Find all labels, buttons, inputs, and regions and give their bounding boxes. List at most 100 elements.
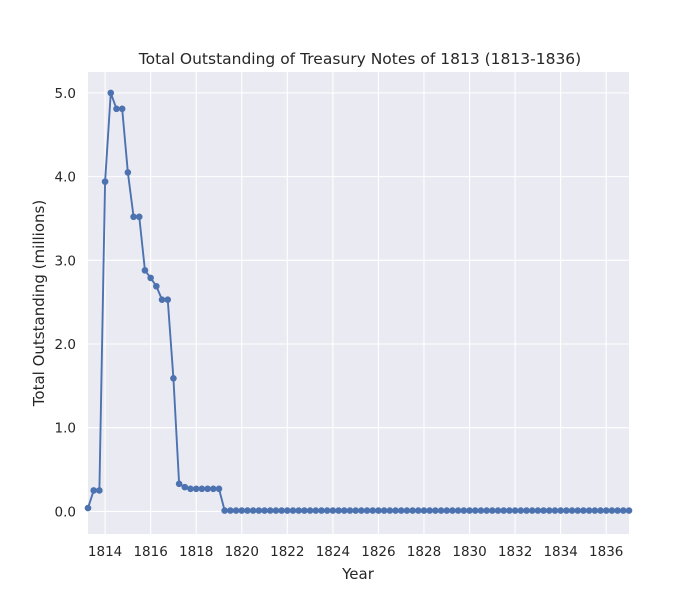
data-point-0-44 [335, 507, 342, 514]
data-point-0-79 [534, 507, 542, 514]
data-point-0-17 [181, 483, 189, 491]
y-axis-title: Total Outstanding (millions) [30, 200, 48, 407]
y-tick-labels: 0.0 1.0 2.0 3.0 4.0 5.0 [55, 86, 76, 520]
data-point-0-75 [511, 507, 519, 514]
data-point-0-82 [551, 507, 559, 514]
data-point-0-58 [414, 507, 422, 514]
data-point-0-7 [124, 169, 132, 176]
data-point-0-28 [244, 507, 251, 514]
data-point-0-91 [602, 507, 610, 514]
data-point-0-68 [471, 507, 479, 514]
data-point-0-36 [289, 507, 297, 514]
data-point-0-62 [437, 507, 445, 514]
data-point-0-53 [386, 507, 394, 514]
x-tick-label-1830: 1830 [452, 544, 486, 560]
data-point-0-78 [528, 507, 536, 514]
data-point-0-89 [591, 507, 599, 514]
data-point-0-24 [221, 507, 228, 514]
data-point-0-18 [187, 485, 194, 493]
data-point-0-19 [192, 485, 200, 493]
data-point-0-10 [141, 267, 149, 274]
x-tick-label-1836: 1836 [589, 544, 623, 560]
data-point-0-83 [557, 507, 564, 514]
series-layer [84, 89, 633, 514]
data-point-0-48 [358, 507, 365, 514]
data-point-0-70 [483, 507, 490, 514]
y-tick-label-2.0: 2.0 [55, 337, 76, 353]
data-point-0-34 [278, 507, 285, 514]
data-point-0-29 [249, 507, 257, 514]
data-point-0-43 [329, 507, 337, 514]
data-point-0-50 [369, 507, 377, 514]
x-gridlines [104, 72, 607, 534]
data-point-0-61 [432, 507, 439, 514]
data-point-0-30 [255, 507, 263, 514]
data-point-0-33 [272, 507, 280, 514]
data-point-0-95 [625, 507, 633, 514]
y-tick-label-3.0: 3.0 [55, 253, 76, 269]
data-point-0-88 [585, 507, 593, 514]
data-point-0-60 [426, 507, 433, 514]
data-point-0-12 [153, 282, 160, 290]
y-tick-label-5.0: 5.0 [55, 86, 76, 102]
data-point-0-26 [232, 507, 240, 514]
data-point-0-67 [466, 507, 473, 514]
data-point-0-81 [545, 507, 553, 514]
data-point-0-66 [460, 507, 468, 514]
data-point-0-64 [449, 507, 456, 514]
x-tick-label-1814: 1814 [88, 544, 122, 560]
data-point-0-46 [346, 507, 354, 514]
x-tick-labels: 1814 1816 1818 1820 1822 1824 1826 1828 1830 1832… [88, 544, 623, 560]
data-point-0-21 [204, 485, 211, 493]
data-point-0-22 [209, 485, 217, 493]
data-point-0-55 [397, 507, 405, 514]
data-point-0-84 [563, 507, 570, 514]
data-point-0-41 [318, 507, 325, 514]
data-point-0-94 [620, 507, 627, 514]
data-point-0-72 [494, 507, 502, 514]
data-point-0-73 [500, 507, 508, 514]
data-point-0-80 [540, 507, 547, 514]
data-point-0-15 [170, 375, 177, 382]
data-point-0-6 [118, 105, 126, 113]
data-point-0-23 [215, 485, 223, 493]
data-point-0-5 [113, 105, 120, 113]
x-tick-label-1816: 1816 [133, 544, 167, 560]
data-point-0-8 [130, 213, 137, 221]
data-point-0-63 [443, 507, 451, 514]
data-point-0-38 [301, 507, 308, 514]
data-point-0-35 [284, 507, 291, 514]
data-point-0-39 [306, 507, 314, 514]
data-point-0-51 [375, 507, 382, 514]
x-tick-label-1832: 1832 [498, 544, 532, 560]
x-tick-label-1818: 1818 [179, 544, 213, 560]
data-point-0-4 [107, 89, 115, 97]
data-point-0-11 [147, 274, 154, 282]
data-point-0-40 [312, 507, 320, 514]
data-point-0-37 [295, 507, 303, 514]
data-point-0-32 [266, 507, 274, 514]
data-point-0-13 [158, 296, 166, 303]
data-point-0-25 [227, 507, 234, 514]
data-point-0-47 [352, 507, 359, 514]
data-point-0-31 [261, 507, 268, 514]
data-point-0-52 [380, 507, 388, 514]
data-point-0-14 [164, 296, 172, 303]
data-point-0-49 [363, 507, 371, 514]
data-point-0-57 [409, 507, 416, 514]
x-tick-label-1834: 1834 [543, 544, 577, 560]
data-point-0-56 [403, 507, 411, 514]
data-point-0-92 [608, 507, 616, 514]
y-tick-label-4.0: 4.0 [55, 170, 76, 186]
x-axis-title: Year [341, 565, 375, 583]
y-tick-label-0.0: 0.0 [55, 504, 76, 520]
plot-area [88, 72, 629, 534]
x-tick-label-1820: 1820 [225, 544, 259, 560]
x-tick-label-1824: 1824 [316, 544, 350, 560]
data-point-0-3 [101, 178, 109, 185]
data-point-0-59 [420, 507, 428, 514]
data-point-0-9 [135, 213, 143, 221]
data-point-0-45 [340, 507, 348, 514]
data-point-0-2 [96, 487, 103, 494]
